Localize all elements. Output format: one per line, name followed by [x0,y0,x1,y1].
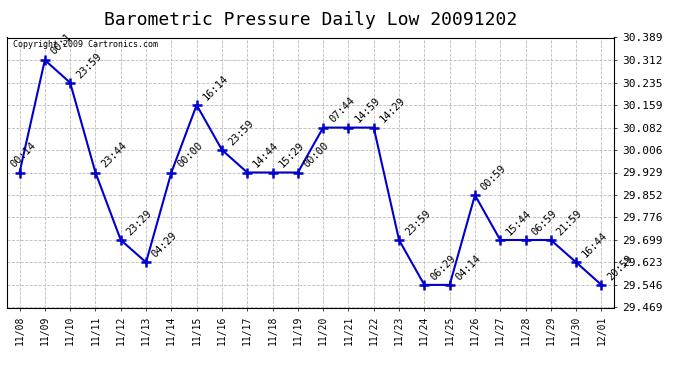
Text: 04:14: 04:14 [454,253,483,282]
Text: 23:59: 23:59 [75,51,104,80]
Text: 00:00: 00:00 [302,141,331,170]
Text: 23:59: 23:59 [403,208,433,237]
Text: 23:59: 23:59 [226,118,255,147]
Text: 15:44: 15:44 [504,208,533,237]
Text: 06:59: 06:59 [530,208,559,237]
Text: 04:29: 04:29 [150,230,179,260]
Text: 00:59: 00:59 [479,163,509,192]
Text: 20:59: 20:59 [606,253,635,282]
Text: 14:29: 14:29 [378,96,407,125]
Text: 15:29: 15:29 [277,141,306,170]
Text: 06:29: 06:29 [428,253,457,282]
Text: 00:1: 00:1 [49,31,74,56]
Text: 00:14: 00:14 [8,141,38,170]
Text: 14:44: 14:44 [251,141,281,170]
Text: Barometric Pressure Daily Low 20091202: Barometric Pressure Daily Low 20091202 [104,11,517,29]
Text: 23:29: 23:29 [125,208,154,237]
Text: 21:59: 21:59 [555,208,584,237]
Text: 16:44: 16:44 [580,230,609,260]
Text: 23:44: 23:44 [99,141,129,170]
Text: 00:00: 00:00 [175,141,205,170]
Text: 07:44: 07:44 [327,96,357,125]
Text: Copyright 2009 Cartronics.com: Copyright 2009 Cartronics.com [13,40,158,49]
Text: 14:59: 14:59 [353,96,382,125]
Text: 16:14: 16:14 [201,73,230,102]
